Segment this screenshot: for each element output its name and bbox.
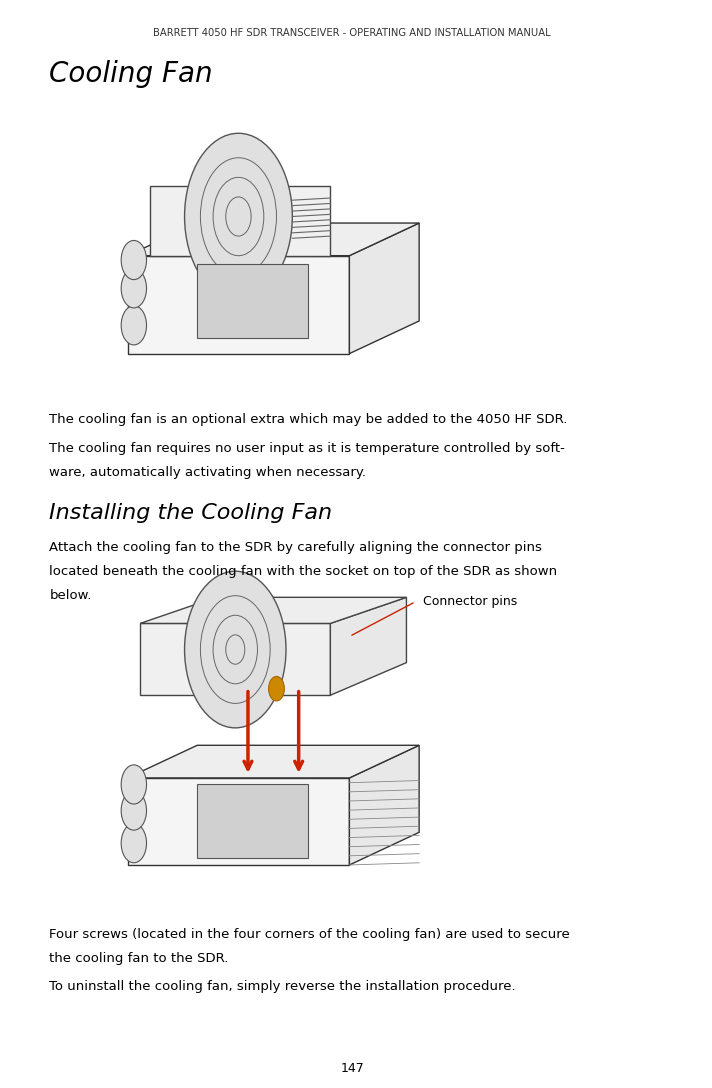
Circle shape (121, 765, 147, 804)
Polygon shape (350, 223, 419, 354)
Polygon shape (350, 745, 419, 865)
Polygon shape (140, 623, 330, 695)
Circle shape (121, 306, 147, 345)
Polygon shape (127, 223, 419, 256)
Polygon shape (197, 784, 308, 858)
Circle shape (121, 791, 147, 830)
Circle shape (121, 240, 147, 280)
Text: To uninstall the cooling fan, simply reverse the installation procedure.: To uninstall the cooling fan, simply rev… (49, 980, 516, 993)
Text: Attach the cooling fan to the SDR by carefully aligning the connector pins: Attach the cooling fan to the SDR by car… (49, 541, 542, 554)
Text: The cooling fan is an optional extra which may be added to the 4050 HF SDR.: The cooling fan is an optional extra whi… (49, 413, 567, 426)
Text: Installing the Cooling Fan: Installing the Cooling Fan (49, 503, 333, 522)
Circle shape (184, 571, 286, 728)
Circle shape (268, 677, 284, 701)
Text: below.: below. (49, 589, 92, 602)
Circle shape (121, 269, 147, 308)
Circle shape (184, 133, 293, 299)
Text: The cooling fan requires no user input as it is temperature controlled by soft-: The cooling fan requires no user input a… (49, 442, 565, 455)
Text: located beneath the cooling fan with the socket on top of the SDR as shown: located beneath the cooling fan with the… (49, 565, 557, 578)
Text: Cooling Fan: Cooling Fan (49, 60, 213, 88)
Text: Connector pins: Connector pins (423, 595, 517, 608)
Text: the cooling fan to the SDR.: the cooling fan to the SDR. (49, 952, 229, 965)
Polygon shape (197, 264, 308, 338)
Text: BARRETT 4050 HF SDR TRANSCEIVER - OPERATING AND INSTALLATION MANUAL: BARRETT 4050 HF SDR TRANSCEIVER - OPERAT… (153, 28, 551, 38)
Text: 147: 147 (340, 1062, 364, 1075)
Polygon shape (127, 256, 350, 354)
Polygon shape (330, 597, 407, 695)
Polygon shape (127, 778, 350, 865)
Polygon shape (127, 745, 419, 778)
Text: ware, automatically activating when necessary.: ware, automatically activating when nece… (49, 466, 366, 479)
Circle shape (121, 824, 147, 863)
Text: Four screws (located in the four corners of the cooling fan) are used to secure: Four screws (located in the four corners… (49, 928, 570, 941)
Polygon shape (150, 186, 330, 256)
Polygon shape (140, 597, 407, 623)
